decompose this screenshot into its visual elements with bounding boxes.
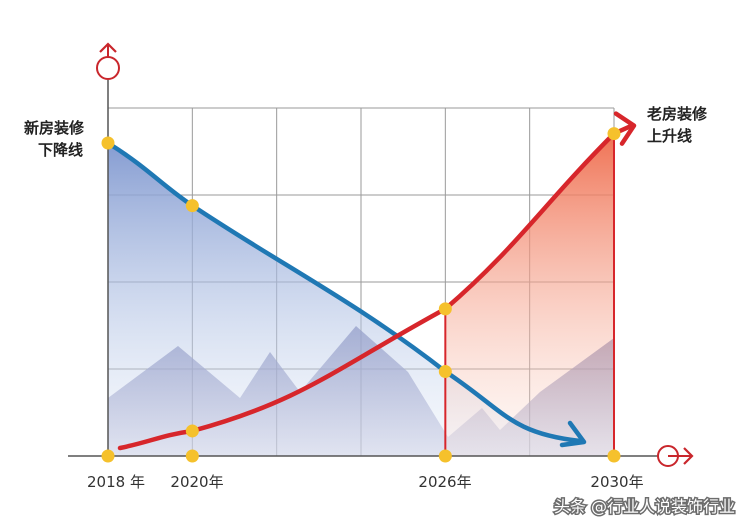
red-series-line — [117, 123, 635, 451]
blue-series-area — [108, 143, 580, 456]
red-series-arrowhead — [613, 111, 637, 146]
red-series-label-line1: 老房装修 — [646, 105, 708, 123]
red-series-label-line2: 上升线 — [647, 127, 692, 145]
x-axis-marker-2026 — [438, 449, 452, 463]
watermark-text: 头条 @行业人说装饰行业 — [554, 497, 735, 516]
blue-point-2020 — [185, 199, 199, 213]
x-axis-marker-2018 — [101, 449, 115, 463]
x-tick-2020: 2020年 — [170, 473, 223, 491]
data-point-markers — [101, 127, 621, 463]
x-tick-2026: 2026年 — [418, 473, 471, 491]
y-axis-arrow-icon — [99, 42, 117, 53]
red-point-2026 — [438, 302, 452, 316]
red-point-2020 — [185, 424, 199, 438]
blue-point-2026 — [438, 364, 452, 378]
x-axis-marker-2020 — [185, 449, 199, 463]
blue-series-label-line2: 下降线 — [38, 141, 83, 159]
blue-series-label-line1: 新房装修 — [24, 119, 85, 137]
x-axis-arrow-icon — [683, 447, 694, 465]
red-point-2030 — [607, 127, 621, 141]
x-tick-2018: 2018 年 — [87, 473, 145, 491]
blue-point-2018 — [101, 136, 115, 150]
blue-series-arrowhead — [559, 420, 587, 448]
x-axis-marker-2030 — [607, 449, 621, 463]
year-guide-lines — [444, 133, 615, 456]
y-axis-circle-icon — [96, 56, 120, 80]
x-tick-2030: 2030年 — [590, 473, 643, 491]
red-series-area — [445, 133, 614, 457]
blue-series-line — [105, 140, 583, 444]
